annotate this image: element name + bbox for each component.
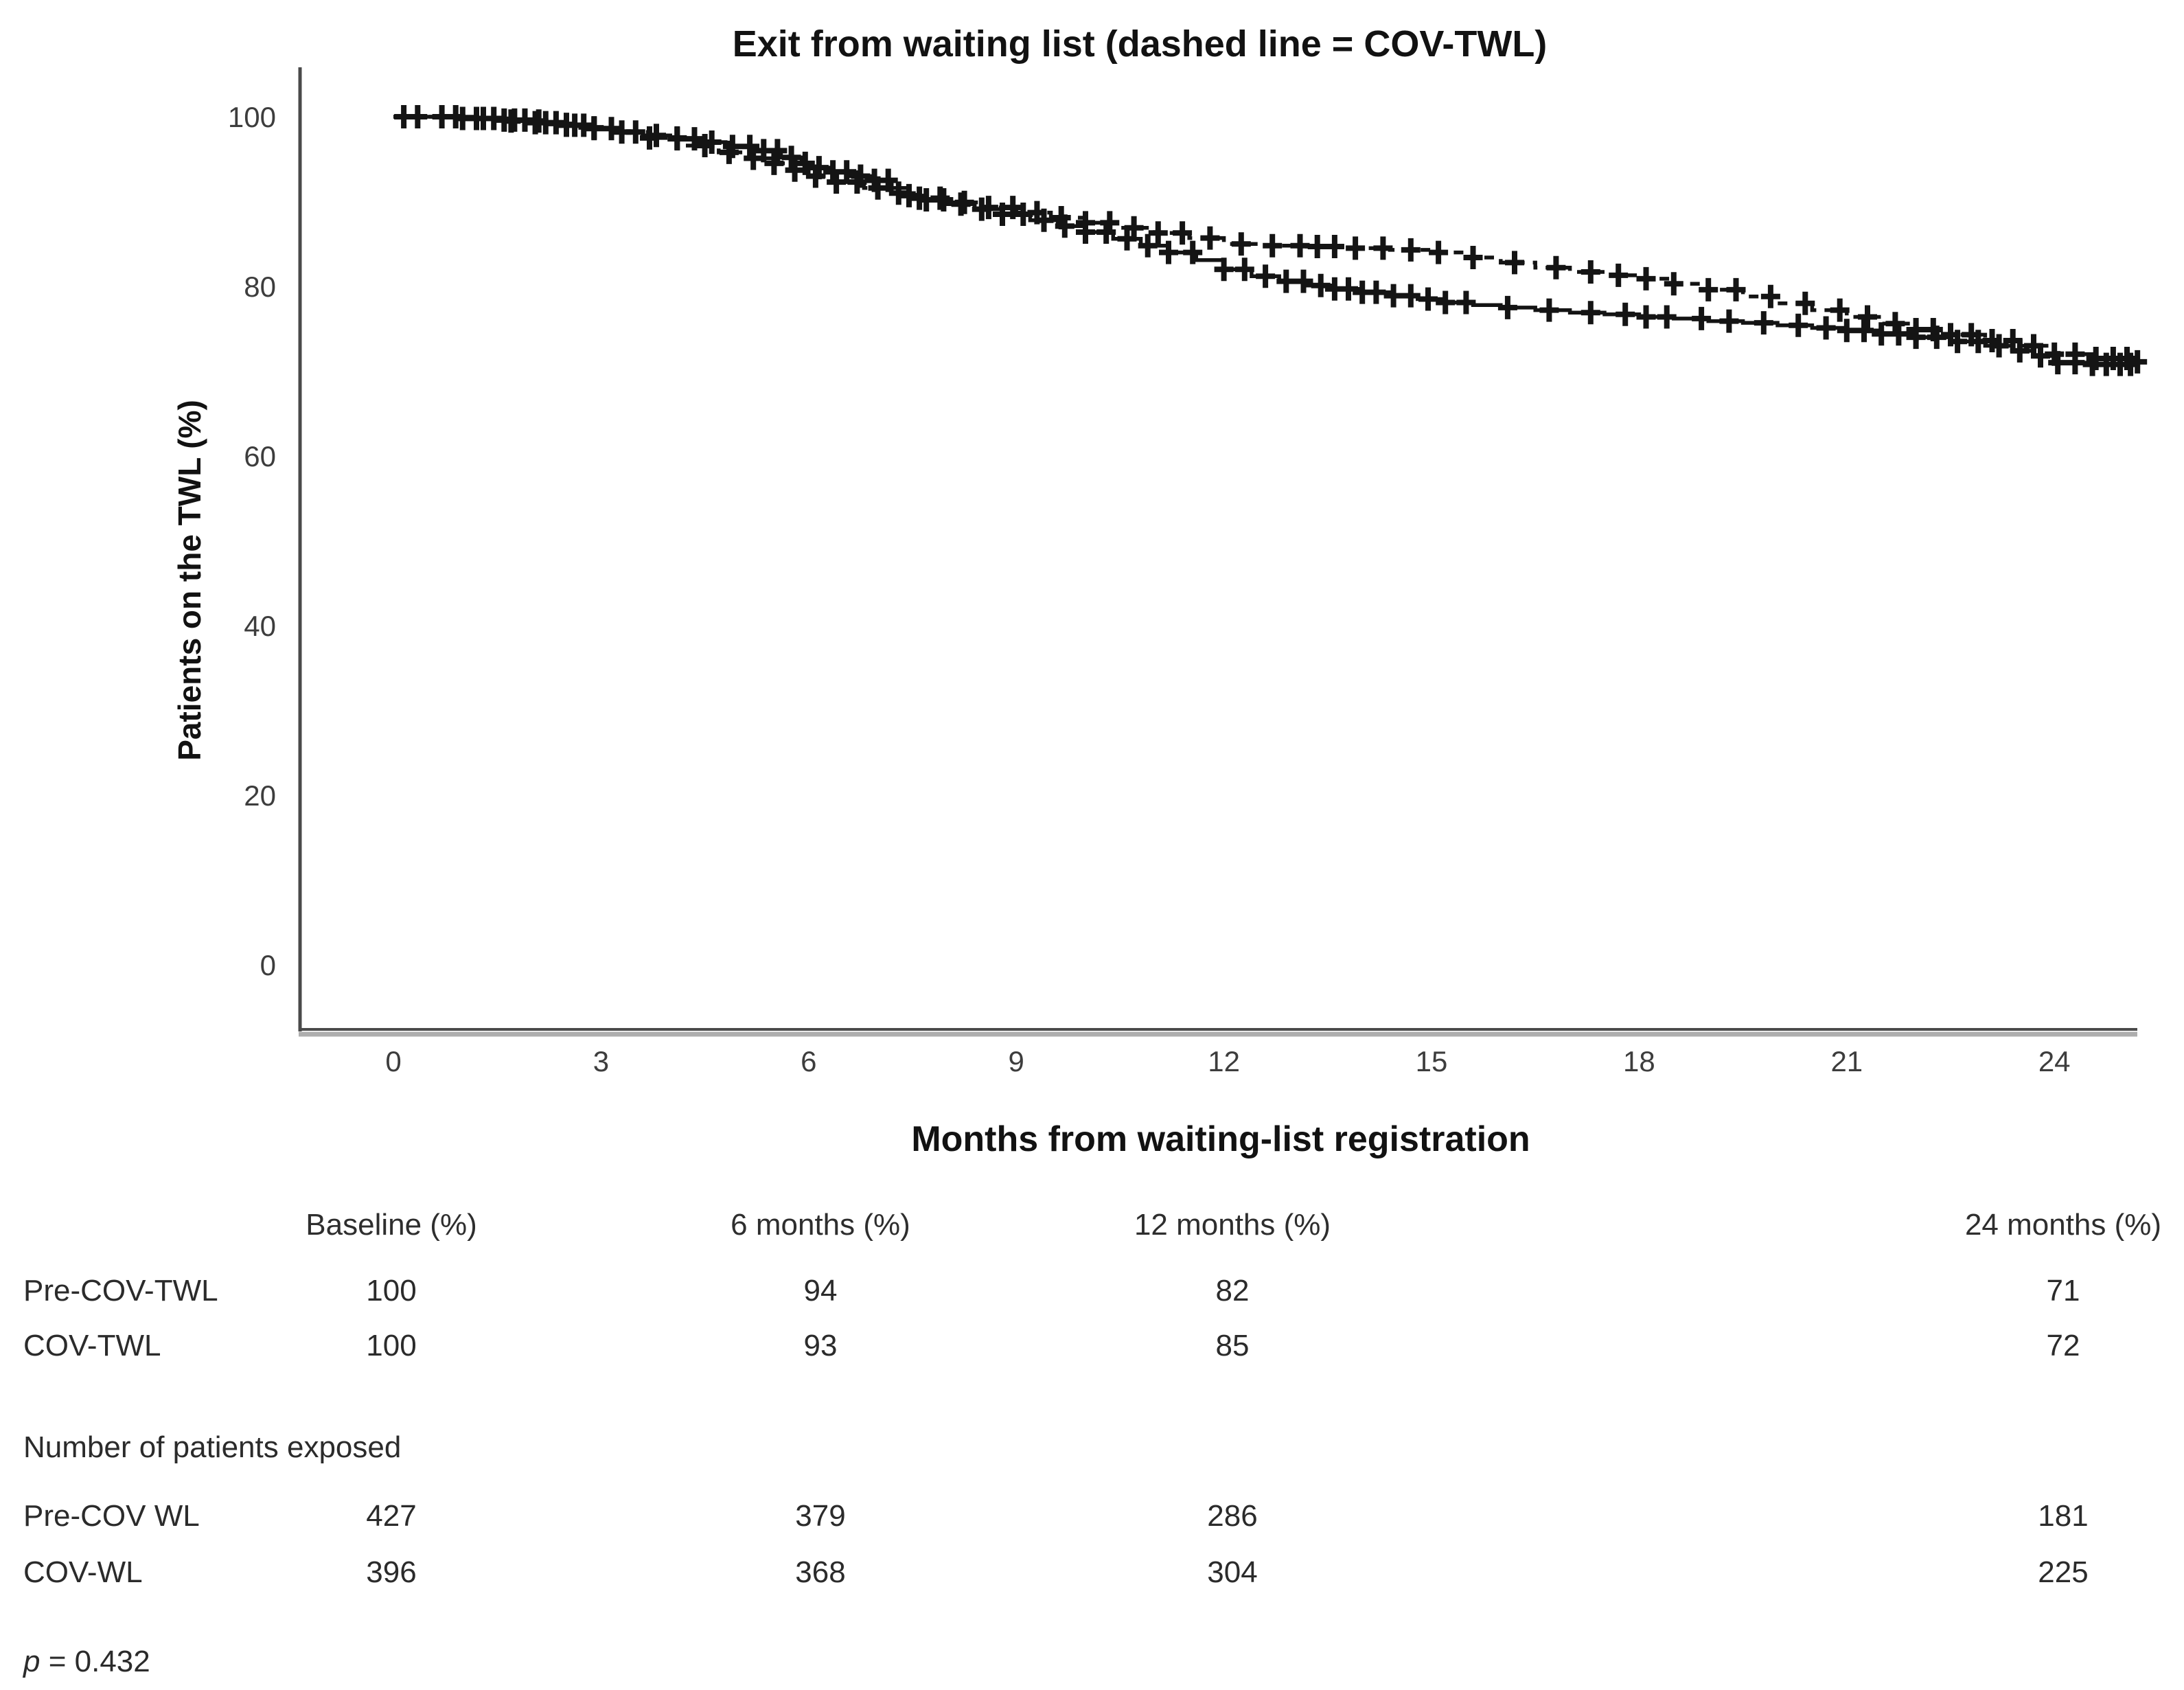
chart-title: Exit from waiting list (dashed line = CO… [733,23,1548,65]
row-label: Pre-COV WL [23,1499,200,1533]
column-header: 12 months (%) [1134,1208,1331,1242]
p-value-text: = 0.432 [40,1645,150,1678]
column-header: 6 months (%) [731,1208,910,1242]
x-tick-label: 18 [1623,1045,1655,1077]
x-tick-label: 12 [1208,1045,1240,1077]
x-axis-title: Months from waiting-list registration [911,1119,1530,1159]
x-tick-label: 9 [1009,1045,1024,1077]
table-value: 100 [366,1329,417,1362]
table-value: 368 [795,1555,846,1589]
x-tick-label: 3 [593,1045,609,1077]
table-value: 71 [2046,1274,2080,1308]
table-value: 427 [366,1499,417,1533]
p-symbol: p [23,1645,41,1678]
censor-marks-pre-cov-twl [394,105,2141,376]
y-tick-label: 100 [228,101,276,133]
y-tick-label: 0 [260,949,276,981]
x-tick-label: 21 [1830,1045,1863,1077]
y-tick-label: 40 [244,610,276,642]
row-label: Pre-COV-TWL [23,1274,218,1308]
km-chart: Exit from waiting list (dashed line = CO… [172,23,2148,1159]
table-value: 100 [366,1274,417,1308]
axes [298,67,2137,1037]
table-value: 225 [2038,1555,2089,1589]
y-tick-label: 20 [244,779,276,812]
table-value: 396 [366,1555,417,1589]
table-value: 304 [1207,1555,1258,1589]
table-value: 286 [1207,1499,1258,1533]
x-tick-label: 6 [801,1045,816,1077]
x-tick-label: 15 [1416,1045,1448,1077]
x-tick-label: 0 [385,1045,401,1077]
y-tick-label: 80 [244,271,276,303]
table-value: 93 [803,1329,838,1362]
y-tick-labels: 0 20 40 60 80 100 [228,101,276,981]
table-value: 379 [795,1499,846,1533]
row-label: COV-TWL [23,1329,161,1362]
table-value: 181 [2038,1499,2089,1533]
x-tick-labels: 0 3 6 9 12 15 18 21 24 [385,1045,2070,1077]
exposed-section-label: Number of patients exposed [23,1430,402,1464]
series-pre-cov-twl [393,105,2141,376]
table-value: 72 [2046,1329,2080,1362]
table-value: 94 [803,1274,838,1308]
column-header: Baseline (%) [306,1208,477,1242]
p-value: p = 0.432 [23,1643,435,1681]
table-value: 85 [1215,1329,1250,1362]
y-axis-title: Patients on the TWL (%) [172,400,207,761]
table-value: 82 [1215,1274,1250,1308]
row-label: COV-WL [23,1555,143,1589]
x-tick-label: 24 [2038,1045,2071,1077]
y-tick-label: 60 [244,440,276,472]
column-header: 24 months (%) [1964,1208,2162,1242]
